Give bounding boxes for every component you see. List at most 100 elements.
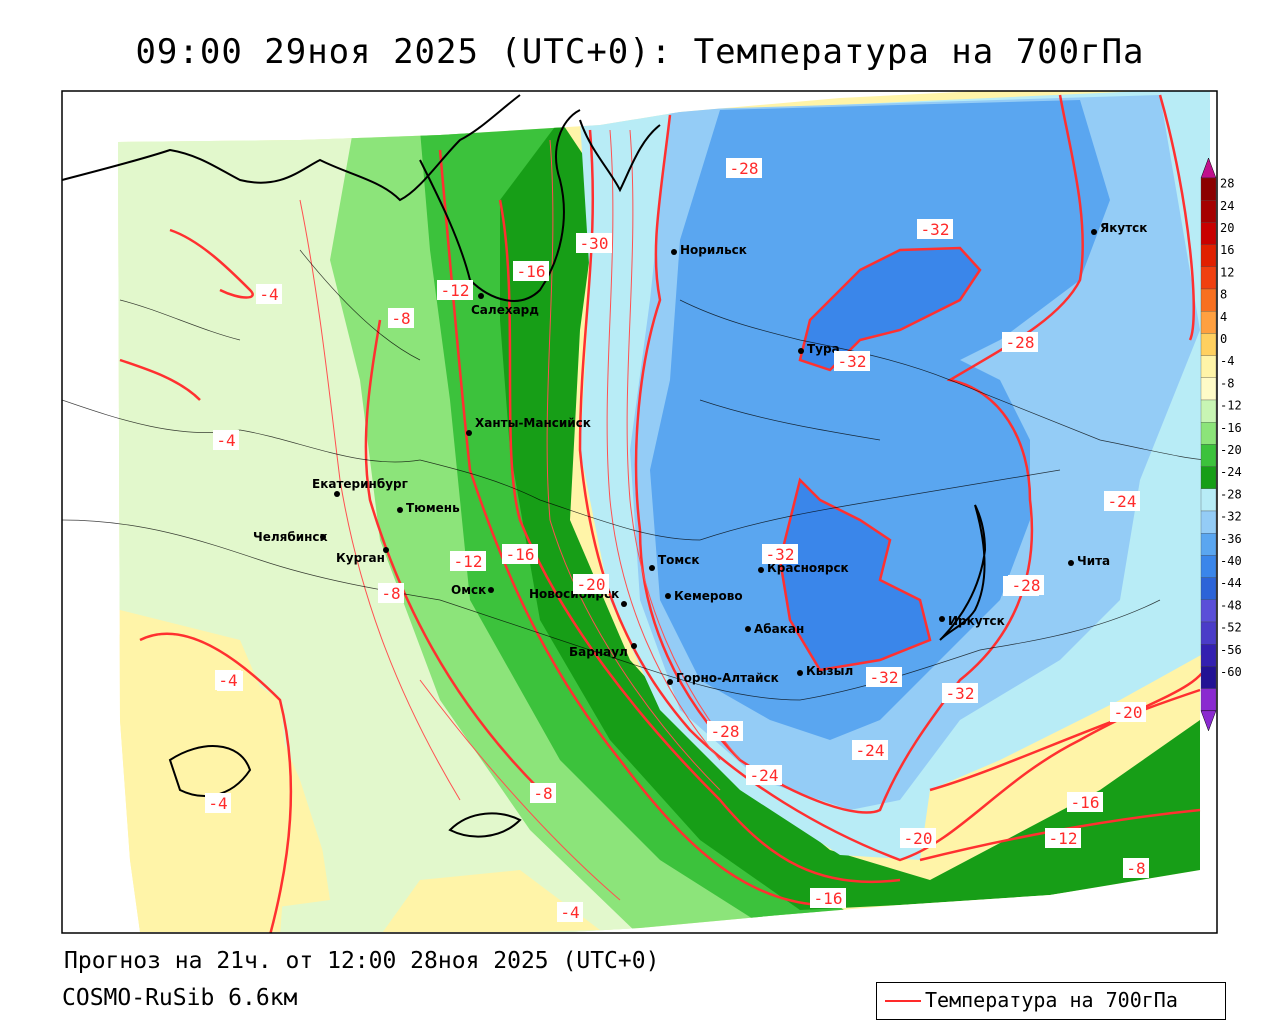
contour-label-bg bbox=[502, 544, 538, 564]
colorbar-swatch bbox=[1200, 577, 1217, 600]
contour-label: -30 bbox=[580, 234, 609, 253]
city-label: Тура bbox=[807, 342, 840, 356]
city-dot bbox=[631, 643, 637, 649]
colorbar-swatch bbox=[1200, 466, 1217, 489]
city-dot bbox=[478, 293, 484, 299]
contour-label: -8 bbox=[1126, 859, 1145, 878]
colorbar-swatch bbox=[1200, 311, 1217, 334]
contour-label: -28 bbox=[730, 159, 759, 178]
contour-label-bg bbox=[942, 683, 978, 703]
contour-label-bg bbox=[530, 783, 556, 803]
legend-line-swatch bbox=[885, 1000, 921, 1002]
contour-label-bg bbox=[1045, 828, 1081, 848]
colorbar-swatch bbox=[1200, 422, 1217, 445]
city-label: Салехард bbox=[471, 303, 539, 317]
contour-label-bg bbox=[213, 430, 239, 450]
temperature-fill bbox=[118, 91, 1210, 932]
colorbar-tick-label: -4 bbox=[1220, 354, 1234, 368]
colorbar-swatch bbox=[1200, 333, 1217, 356]
city-dot bbox=[1091, 229, 1097, 235]
contour-label: -8 bbox=[381, 584, 400, 603]
colorbar-tick-label: -28 bbox=[1220, 487, 1242, 501]
city-dot bbox=[1068, 560, 1074, 566]
colorbar-tick-label: -32 bbox=[1220, 510, 1242, 524]
city-label: Барнаул bbox=[569, 645, 628, 659]
contour-label: -32 bbox=[766, 545, 795, 564]
city-label: Кемерово bbox=[674, 589, 743, 603]
colorbar-tick-label: -44 bbox=[1220, 576, 1242, 590]
contour-label-bg bbox=[746, 765, 782, 785]
colorbar-swatch bbox=[1200, 222, 1217, 245]
colorbar: 28 24 20 16 12 8 4 0 -4 -8 -12 -16 -20 -24 -28 -32 -36 -4… bbox=[1200, 157, 1242, 732]
colorbar-tick-label: -8 bbox=[1220, 376, 1234, 390]
city-dot bbox=[466, 430, 472, 436]
colorbar-swatch bbox=[1200, 399, 1217, 423]
colorbar-tick-label: 20 bbox=[1220, 221, 1234, 235]
contour-label-bg bbox=[917, 219, 953, 239]
contour-label: -12 bbox=[454, 552, 483, 571]
colorbar-tick-label: -52 bbox=[1220, 621, 1242, 635]
contour-label-bg bbox=[450, 551, 486, 571]
contour-label: -24 bbox=[1108, 492, 1137, 511]
contour-label: -16 bbox=[1071, 793, 1100, 812]
contour-label: -24 bbox=[856, 741, 885, 760]
colorbar-swatch bbox=[1200, 177, 1217, 201]
colorbar-tick-label: -12 bbox=[1220, 399, 1242, 413]
coastline bbox=[62, 94, 987, 838]
city-dot bbox=[621, 601, 627, 607]
contour-label-bg bbox=[378, 583, 404, 603]
city-dot bbox=[649, 565, 655, 571]
map-area bbox=[62, 91, 1217, 933]
colorbar-tick-label: 28 bbox=[1220, 177, 1234, 191]
contour-label-bg bbox=[726, 158, 762, 178]
city-dot bbox=[488, 587, 494, 593]
contour-label: -28 bbox=[711, 722, 740, 741]
contour-label-bg bbox=[388, 308, 414, 328]
colorbar-swatch bbox=[1200, 244, 1217, 267]
colorbar-tick-label: 0 bbox=[1220, 332, 1227, 346]
city-label: Екатеринбург bbox=[312, 477, 408, 491]
forecast-info: Прогноз на 21ч. от 12:00 28ноя 2025 (UTC… bbox=[64, 948, 660, 974]
contour-label-bg bbox=[1067, 792, 1103, 812]
colorbar-tick-label: 24 bbox=[1220, 199, 1234, 213]
contour-label: -8 bbox=[533, 784, 552, 803]
city-label: Иркутск bbox=[948, 614, 1005, 628]
contour-label: -8 bbox=[391, 309, 410, 328]
contour-label-bg bbox=[810, 888, 846, 908]
map-frame bbox=[61, 90, 1218, 934]
city-dot bbox=[939, 616, 945, 622]
colorbar-swatch bbox=[1200, 599, 1217, 623]
city-label: Томск bbox=[658, 553, 700, 567]
city-label: Чита bbox=[1077, 554, 1110, 568]
contour-label: -32 bbox=[946, 684, 975, 703]
contour-label: -28 bbox=[1006, 333, 1035, 352]
contour-label-bg bbox=[205, 793, 231, 813]
colorbar-tick-label: 8 bbox=[1220, 288, 1227, 302]
contour-label-bg bbox=[762, 544, 798, 564]
contour-label: -12 bbox=[1049, 829, 1078, 848]
colorbar-swatch bbox=[1200, 555, 1217, 578]
colorbar-bottom-arrow bbox=[1200, 710, 1217, 732]
contour-label: -20 bbox=[577, 575, 606, 594]
city-dot bbox=[798, 348, 804, 354]
colorbar-swatch bbox=[1200, 266, 1217, 290]
legend-box: Температура на 700гПа bbox=[876, 982, 1226, 1020]
contour-label-bg bbox=[513, 261, 549, 281]
contour-label: -20 bbox=[904, 829, 933, 848]
city-dot bbox=[397, 507, 403, 513]
contour-label-bg bbox=[1008, 575, 1044, 595]
contour-label-bg bbox=[1104, 491, 1140, 511]
contour-label: -16 bbox=[506, 545, 535, 564]
contour-label: -4 bbox=[208, 794, 227, 813]
colorbar-swatch bbox=[1200, 621, 1217, 645]
colorbar-tick-label: -20 bbox=[1220, 443, 1242, 457]
city-label: Абакан bbox=[754, 622, 804, 636]
model-name: COSMO-RuSib 6.6км bbox=[62, 985, 298, 1011]
contour-label-bg bbox=[1002, 332, 1038, 352]
city-label: Тюмень bbox=[406, 501, 460, 515]
contour-label-bg bbox=[1110, 702, 1146, 722]
colorbar-tick-label: -56 bbox=[1220, 643, 1242, 657]
colorbar-swatch bbox=[1200, 200, 1217, 223]
contour-label: -4 bbox=[259, 285, 278, 304]
contour-labels: -28 -32 -30 -16 -12 -8 -4 -4 -32 -28 -32 -4 -24 -8 -12… bbox=[205, 158, 1149, 922]
